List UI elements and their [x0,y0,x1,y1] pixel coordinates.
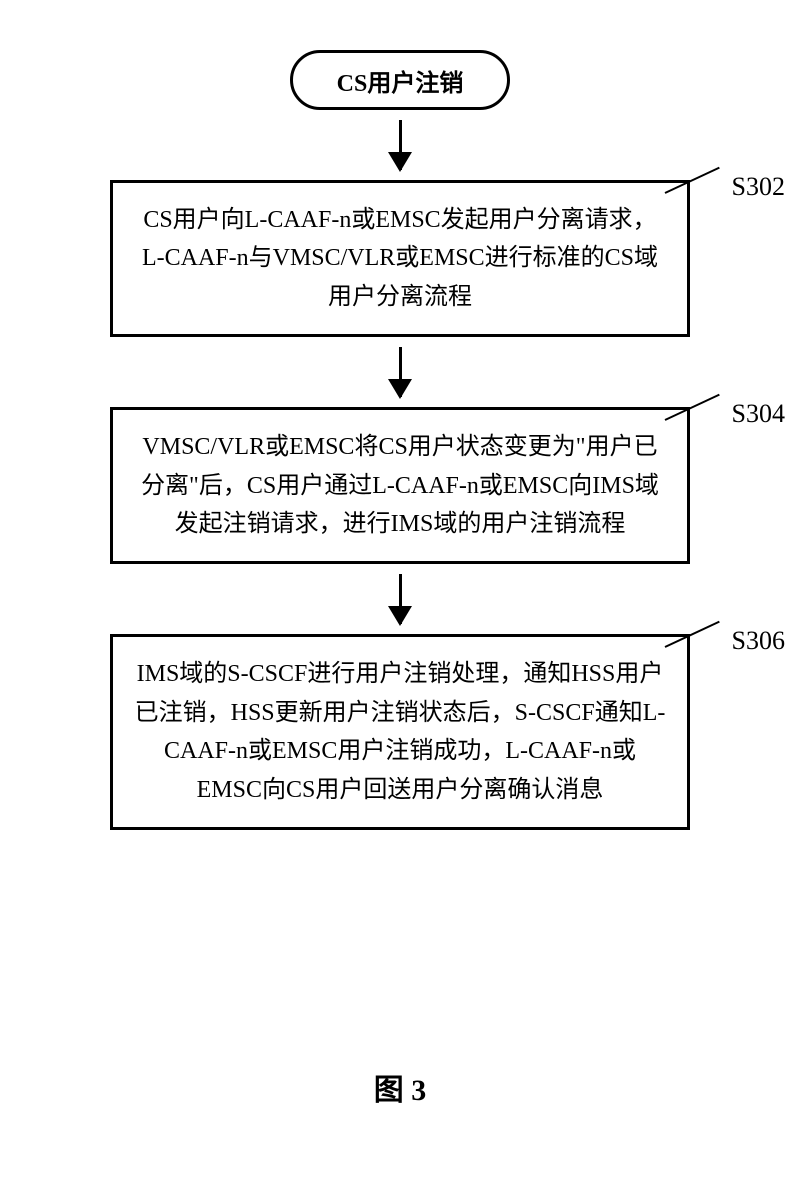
step-s306-text: IMS域的S-CSCF进行用户注销处理，通知HSS用户已注销，HSS更新用户注销… [135,661,666,802]
step-s304-text: VMSC/VLR或EMSC将CS用户状态变更为"用户已分离"后，CS用户通过L-… [141,434,659,537]
figure-label: 图 3 [374,1065,427,1109]
step-s306-box: IMS域的S-CSCF进行用户注销处理，通知HSS用户已注销，HSS更新用户注销… [110,634,690,830]
step-s302-box: CS用户向L-CAAF-n或EMSC发起用户分离请求，L-CAAF-n与VMSC… [110,180,690,337]
step-label-s304: S304 [732,399,785,429]
step-s302-text: CS用户向L-CAAF-n或EMSC发起用户分离请求，L-CAAF-n与VMSC… [142,207,658,310]
step-s306-wrapper: IMS域的S-CSCF进行用户注销处理，通知HSS用户已注销，HSS更新用户注销… [110,634,690,830]
step-s304-box: VMSC/VLR或EMSC将CS用户状态变更为"用户已分离"后，CS用户通过L-… [110,407,690,564]
step-s304-wrapper: VMSC/VLR或EMSC将CS用户状态变更为"用户已分离"后，CS用户通过L-… [110,407,690,564]
start-label: CS用户注销 [337,63,464,98]
flowchart-container: CS用户注销 CS用户向L-CAAF-n或EMSC发起用户分离请求，L-CAAF… [50,50,750,830]
arrow-1 [50,110,750,180]
step-label-s302: S302 [732,172,785,202]
start-node: CS用户注销 [290,50,510,110]
step-label-s306: S306 [732,626,785,656]
arrow-3 [50,564,750,634]
step-s302-wrapper: CS用户向L-CAAF-n或EMSC发起用户分离请求，L-CAAF-n与VMSC… [110,180,690,337]
arrow-2 [50,337,750,407]
